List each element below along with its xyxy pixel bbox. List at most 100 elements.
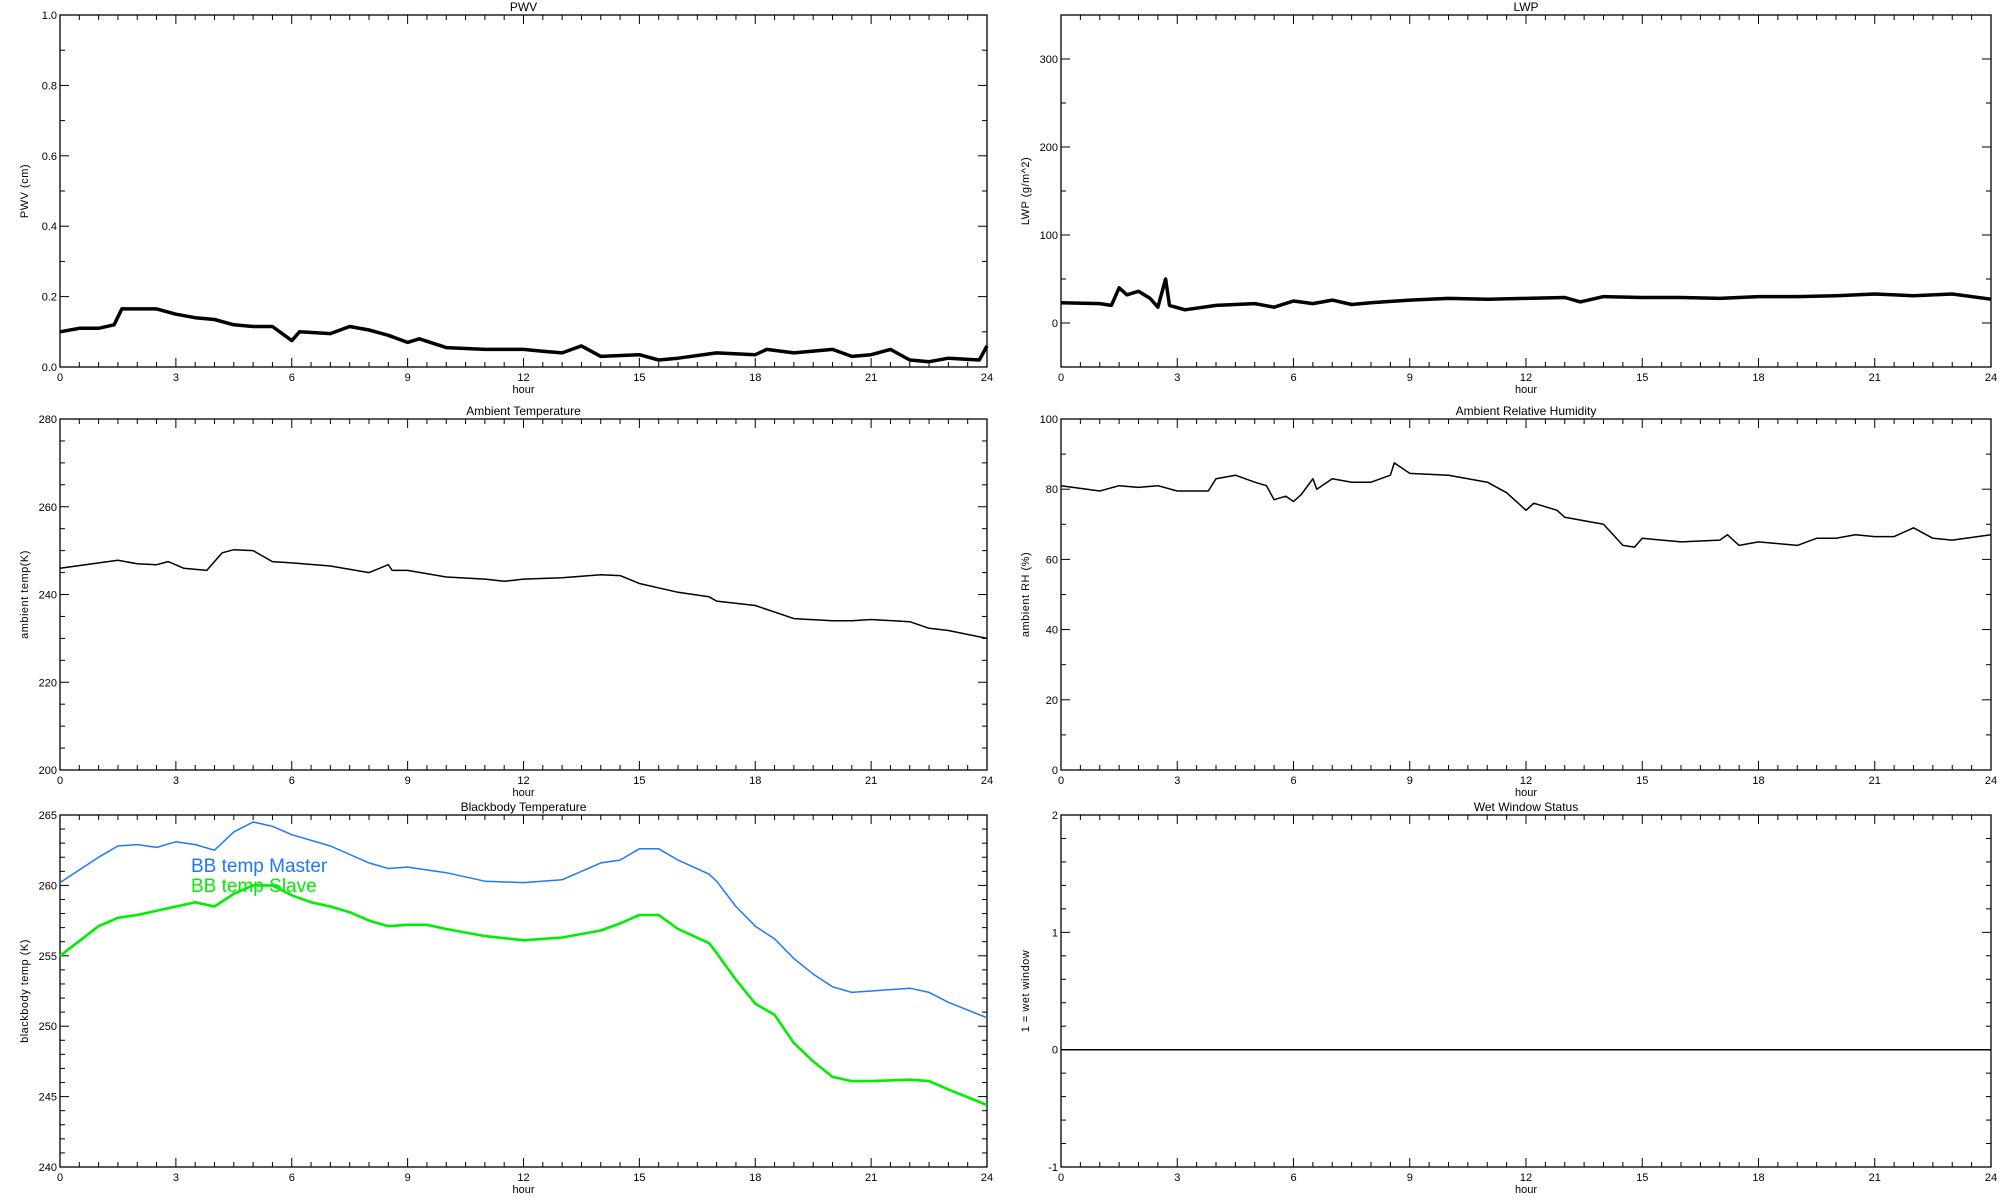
x-tick-label: 9 — [405, 775, 411, 787]
y-tick-label: 2 — [1052, 810, 1058, 822]
y-tick-label: 255 — [39, 951, 57, 963]
y-tick-label: 260 — [39, 502, 57, 514]
y-tick-label: 280 — [39, 414, 57, 426]
y-axis-label: 1 = wet window — [1020, 950, 1032, 1033]
x-tick-label: 3 — [173, 1172, 179, 1184]
y-tick-label: 0 — [1052, 1045, 1058, 1057]
x-tick-label: 12 — [517, 372, 529, 384]
y-tick-label: 0.2 — [42, 292, 57, 304]
x-tick-label: 24 — [1985, 1172, 1997, 1184]
x-tick-label: 24 — [981, 372, 993, 384]
y-axis-label: ambient temp(K) — [19, 550, 31, 639]
y-tick-label: 245 — [39, 1092, 57, 1104]
x-tick-label: 15 — [1636, 1172, 1648, 1184]
y-tick-label: 0.6 — [42, 151, 57, 163]
blackbody-temp-series-line-bb-temp-master — [59, 821, 988, 1019]
x-tick-label: 12 — [517, 1172, 529, 1184]
x-axis-label: hour — [1515, 384, 1537, 396]
x-tick-label: 18 — [749, 372, 761, 384]
x-tick-label: 18 — [749, 1172, 761, 1184]
plot-frame — [1060, 814, 1992, 1168]
blackbody-temp-series-line-bb-temp-slave — [59, 884, 988, 1107]
pwv-series-line — [59, 307, 989, 364]
y-tick-label: 200 — [39, 765, 57, 777]
x-tick-label: 0 — [57, 775, 63, 787]
y-axis-label: blackbody temp (K) — [19, 939, 31, 1043]
x-tick-label: 21 — [865, 775, 877, 787]
x-tick-label: 24 — [981, 775, 993, 787]
x-tick-label: 6 — [1290, 775, 1296, 787]
x-tick-label: 9 — [405, 372, 411, 384]
x-tick-label: 0 — [57, 1172, 63, 1184]
plot-frame — [1060, 418, 1992, 771]
x-tick-label: 6 — [289, 1172, 295, 1184]
y-tick-label: 300 — [1040, 54, 1058, 66]
x-axis-label: hour — [512, 787, 534, 799]
x-tick-label: 21 — [1869, 775, 1881, 787]
x-tick-label: 12 — [1520, 775, 1532, 787]
x-tick-label: 6 — [289, 775, 295, 787]
y-tick-label: 100 — [1040, 414, 1058, 426]
x-tick-label: 3 — [1174, 372, 1180, 384]
x-tick-label: 6 — [1290, 372, 1296, 384]
x-tick-label: 12 — [517, 775, 529, 787]
x-tick-label: 15 — [633, 1172, 645, 1184]
x-tick-label: 15 — [1636, 372, 1648, 384]
y-tick-label: 260 — [39, 880, 57, 892]
chart-title: Blackbody Temperature — [461, 800, 587, 814]
y-tick-label: 60 — [1046, 554, 1058, 566]
x-tick-label: 0 — [1058, 372, 1064, 384]
y-tick-label: 0.0 — [42, 362, 57, 374]
y-tick-label: 0.4 — [42, 221, 57, 233]
chart-title: PWV — [510, 0, 537, 14]
x-tick-label: 3 — [173, 372, 179, 384]
lwp-series-line — [1060, 277, 1992, 312]
chart-title: LWP — [1513, 0, 1538, 14]
x-tick-label: 9 — [1407, 1172, 1413, 1184]
x-tick-label: 0 — [1058, 775, 1064, 787]
y-tick-label: 0 — [1052, 765, 1058, 777]
x-tick-label: 0 — [57, 372, 63, 384]
y-tick-label: 20 — [1046, 695, 1058, 707]
x-tick-label: 24 — [1985, 775, 1997, 787]
x-tick-label: 12 — [1520, 372, 1532, 384]
x-tick-label: 21 — [865, 1172, 877, 1184]
x-tick-label: 15 — [633, 372, 645, 384]
x-tick-label: 6 — [289, 372, 295, 384]
x-tick-label: 15 — [1636, 775, 1648, 787]
x-tick-label: 18 — [1752, 372, 1764, 384]
chart-title: Ambient Temperature — [466, 404, 581, 418]
ambient-rh-chart: Ambient Relative Humidity 0 3 6 9 12 15 18 21 24 h… — [1020, 404, 1997, 799]
y-tick-label: 0.8 — [42, 80, 57, 92]
x-tick-label: 24 — [1985, 372, 1997, 384]
x-tick-label: 0 — [1058, 1172, 1064, 1184]
x-tick-label: 12 — [1520, 1172, 1532, 1184]
x-tick-label: 21 — [1869, 372, 1881, 384]
lwp-chart: LWP 0 3 6 9 12 15 18 21 24 hour 0 100 200 300 LWP (g/m^… — [1020, 0, 1997, 396]
legend-entry: BB temp Master — [191, 856, 328, 877]
legend-entry: BB temp Slave — [191, 876, 317, 897]
x-tick-label: 15 — [633, 775, 645, 787]
y-axis-label: LWP (g/m^2) — [1020, 157, 1032, 225]
x-tick-label: 6 — [1290, 1172, 1296, 1184]
y-tick-label: 100 — [1040, 230, 1058, 242]
x-tick-label: 24 — [981, 1172, 993, 1184]
ambient-rh-series-line — [1060, 462, 1992, 548]
plot-frame — [59, 418, 988, 771]
x-axis-label: hour — [512, 1184, 534, 1196]
x-tick-label: 21 — [865, 372, 877, 384]
y-tick-label: 240 — [39, 1162, 57, 1174]
plot-frame — [1060, 14, 1992, 368]
x-axis-label: hour — [1515, 1184, 1537, 1196]
chart-title: Wet Window Status — [1474, 800, 1578, 814]
y-tick-label: 40 — [1046, 625, 1058, 637]
x-tick-label: 9 — [1407, 372, 1413, 384]
x-tick-label: 21 — [1869, 1172, 1881, 1184]
y-axis-label: ambient RH (%) — [1020, 552, 1032, 637]
x-tick-label: 18 — [749, 775, 761, 787]
x-axis-label: hour — [512, 384, 534, 396]
y-axis-label: PWV (cm) — [19, 164, 31, 218]
y-tick-label: 0 — [1052, 318, 1058, 330]
x-tick-label: 9 — [1407, 775, 1413, 787]
